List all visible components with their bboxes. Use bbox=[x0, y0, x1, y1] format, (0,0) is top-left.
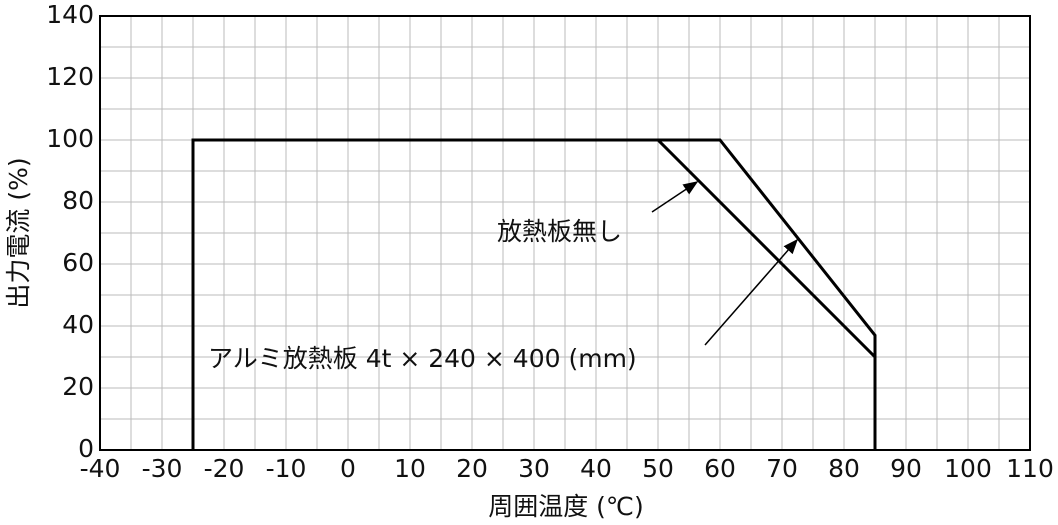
y-tick-label: 80 bbox=[62, 186, 94, 215]
x-tick-label: 60 bbox=[704, 454, 736, 483]
y-tick-label: 60 bbox=[62, 248, 94, 277]
annotation: アルミ放熱板 4t × 240 × 400 (mm) bbox=[208, 344, 637, 373]
y-tick-label: 140 bbox=[46, 0, 94, 29]
x-tick-label: 20 bbox=[456, 454, 488, 483]
y-tick-label: 0 bbox=[78, 434, 94, 463]
y-tick-label: 120 bbox=[46, 62, 94, 91]
x-tick-label: 30 bbox=[518, 454, 550, 483]
plot-frame bbox=[99, 15, 1031, 451]
x-tick-label: 80 bbox=[828, 454, 860, 483]
x-tick-label: -20 bbox=[204, 454, 245, 483]
x-tick-label: 40 bbox=[580, 454, 612, 483]
x-tick-label: 90 bbox=[890, 454, 922, 483]
annotation-arrow bbox=[651, 181, 699, 213]
y-tick-label: 20 bbox=[62, 372, 94, 401]
x-tick-label: 100 bbox=[944, 454, 992, 483]
x-tick-label: 50 bbox=[642, 454, 674, 483]
x-tick-label: 110 bbox=[1006, 454, 1054, 483]
x-tick-label: -10 bbox=[266, 454, 307, 483]
y-tick-label: 40 bbox=[62, 310, 94, 339]
y-tick-label: 100 bbox=[46, 124, 94, 153]
x-axis-label: 周囲温度 (℃) bbox=[488, 492, 644, 521]
x-tick-label: 0 bbox=[340, 454, 356, 483]
x-tick-label: -40 bbox=[80, 454, 121, 483]
x-tick-label: 70 bbox=[766, 454, 798, 483]
y-axis-label: 出力電流 (%) bbox=[4, 157, 33, 308]
annotation-arrow bbox=[704, 238, 798, 346]
annotation: 放熱板無し bbox=[497, 217, 622, 246]
series-line bbox=[191, 138, 877, 450]
x-tick-label: -30 bbox=[142, 454, 183, 483]
x-tick-label: 10 bbox=[394, 454, 426, 483]
